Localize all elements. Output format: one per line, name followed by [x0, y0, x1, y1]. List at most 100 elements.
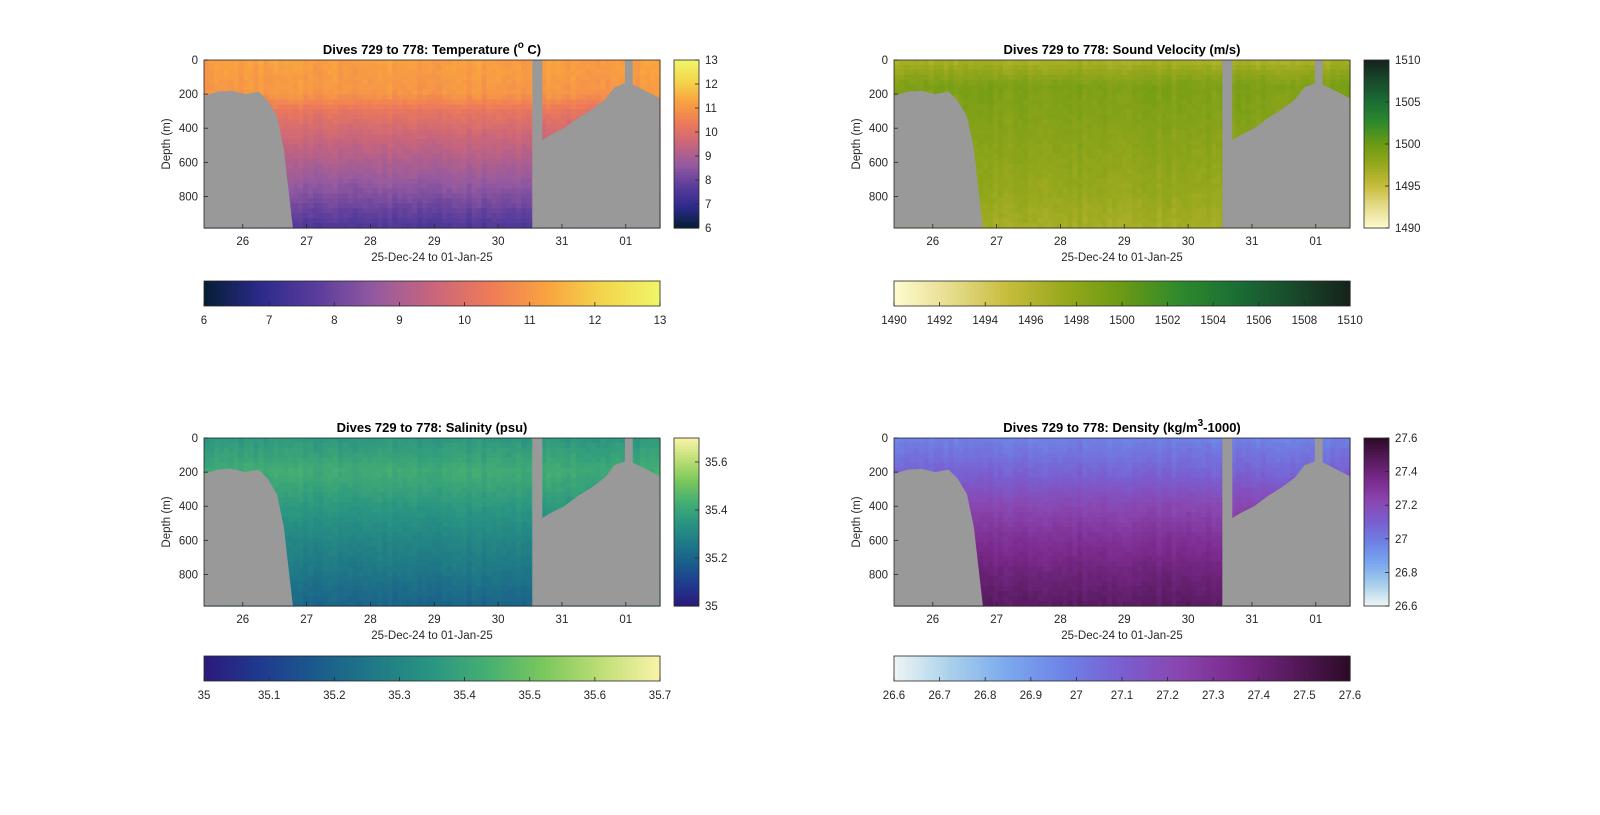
heatmap-cell: [526, 74, 532, 81]
heatmap-cell: [521, 198, 527, 204]
heatmap-cell: [441, 109, 448, 115]
colorbar-swatch: [599, 281, 604, 306]
heatmap-cell: [362, 198, 369, 204]
heatmap-cell: [998, 203, 1004, 209]
heatmap-cell: [1032, 153, 1039, 160]
heatmap-cell: [432, 119, 438, 125]
heatmap-cell: [973, 109, 979, 115]
heatmap-cell: [1022, 134, 1029, 140]
heatmap-cell: [546, 99, 552, 106]
heatmap-cell: [367, 153, 374, 160]
heatmap-cell: [968, 74, 974, 81]
heatmap-cell: [1003, 193, 1009, 199]
heatmap-cell: [998, 94, 1004, 101]
heatmap-cell: [570, 84, 577, 91]
heatmap-cell: [377, 114, 384, 120]
heatmap-cell: [436, 139, 443, 145]
heatmap-cell: [1087, 104, 1093, 111]
heatmap-cell: [327, 213, 334, 219]
heatmap-cell: [1122, 74, 1128, 81]
heatmap-cell: [1042, 139, 1049, 145]
heatmap-cell: [491, 60, 498, 66]
heatmap-cell: [327, 84, 334, 91]
heatmap-cell: [521, 99, 527, 106]
heatmap-cell: [367, 213, 374, 219]
heatmap-cell: [511, 203, 517, 209]
heatmap-cell: [1126, 69, 1133, 76]
colorbar-swatch: [519, 281, 524, 306]
heatmap-cell: [1032, 193, 1039, 199]
heatmap-cell: [446, 134, 453, 140]
heatmap-cell: [511, 213, 517, 219]
heatmap-cell: [327, 60, 334, 66]
heatmap-cell: [204, 84, 210, 91]
heatmap-cell: [610, 69, 616, 76]
heatmap-cell: [491, 158, 498, 165]
heatmap-cell: [446, 94, 453, 101]
heatmap-cell: [1042, 173, 1049, 180]
heatmap-cell: [993, 104, 999, 111]
heatmap-cell: [1012, 99, 1019, 106]
heatmap-cell: [427, 148, 433, 155]
heatmap-cell: [466, 168, 473, 175]
heatmap-cell: [978, 84, 984, 91]
heatmap-cell: [253, 74, 260, 81]
heatmap-cell: [347, 208, 354, 214]
heatmap-cell: [1037, 69, 1044, 76]
heatmap-cell: [1017, 134, 1024, 140]
heatmap-cell: [436, 188, 443, 195]
heatmap-cell: [1008, 144, 1014, 150]
heatmap-cell: [402, 94, 408, 101]
heatmap-cell: [993, 134, 999, 140]
heatmap-cell: [501, 109, 507, 115]
heatmap-cell: [973, 79, 979, 86]
heatmap-cell: [392, 60, 398, 66]
heatmap-cell: [496, 173, 502, 180]
heatmap-cell: [367, 218, 374, 224]
heatmap-cell: [337, 148, 344, 155]
heatmap-cell: [645, 69, 651, 76]
heatmap-cell: [456, 178, 463, 185]
heatmap-cell: [367, 173, 374, 180]
colorbar-swatch: [375, 281, 380, 306]
heatmap-cell: [496, 124, 502, 130]
heatmap-cell: [570, 109, 577, 115]
heatmap-cell: [1008, 178, 1014, 185]
heatmap-cell: [1067, 114, 1074, 120]
heatmap-cell: [998, 208, 1004, 214]
colorbar-swatch: [337, 281, 342, 306]
heatmap-cell: [526, 139, 532, 145]
heatmap-cell: [318, 188, 324, 195]
heatmap-cell: [387, 79, 393, 86]
heatmap-cell: [337, 129, 344, 135]
heatmap-cell: [392, 139, 398, 145]
heatmap-cell: [496, 99, 502, 106]
heatmap-cell: [511, 198, 517, 204]
heatmap-cell: [441, 134, 448, 140]
heatmap-cell: [1087, 99, 1093, 106]
heatmap-cell: [526, 129, 532, 135]
heatmap-cell: [958, 69, 964, 76]
heatmap-cell: [998, 69, 1004, 76]
heatmap-cell: [476, 203, 483, 209]
heatmap-cell: [283, 84, 289, 91]
heatmap-cell: [436, 99, 443, 106]
heatmap-cell: [308, 203, 314, 209]
heatmap-cell: [550, 89, 557, 96]
heatmap-cell: [451, 203, 458, 209]
heatmap-cell: [427, 94, 433, 101]
heatmap-cell: [382, 119, 388, 125]
heatmap-cell: [1107, 183, 1113, 190]
heatmap-cell: [1003, 114, 1009, 120]
heatmap-cell: [412, 208, 418, 214]
heatmap-cell: [342, 94, 349, 101]
heatmap-cell: [412, 89, 418, 96]
heatmap-cell: [1027, 208, 1034, 214]
heatmap-cell: [491, 173, 498, 180]
heatmap-cell: [605, 60, 612, 66]
heatmap-cell: [417, 208, 423, 214]
heatmap-cell: [228, 60, 235, 66]
heatmap-cell: [988, 104, 994, 111]
heatmap-cell: [377, 158, 384, 165]
heatmap-cell: [615, 60, 621, 66]
